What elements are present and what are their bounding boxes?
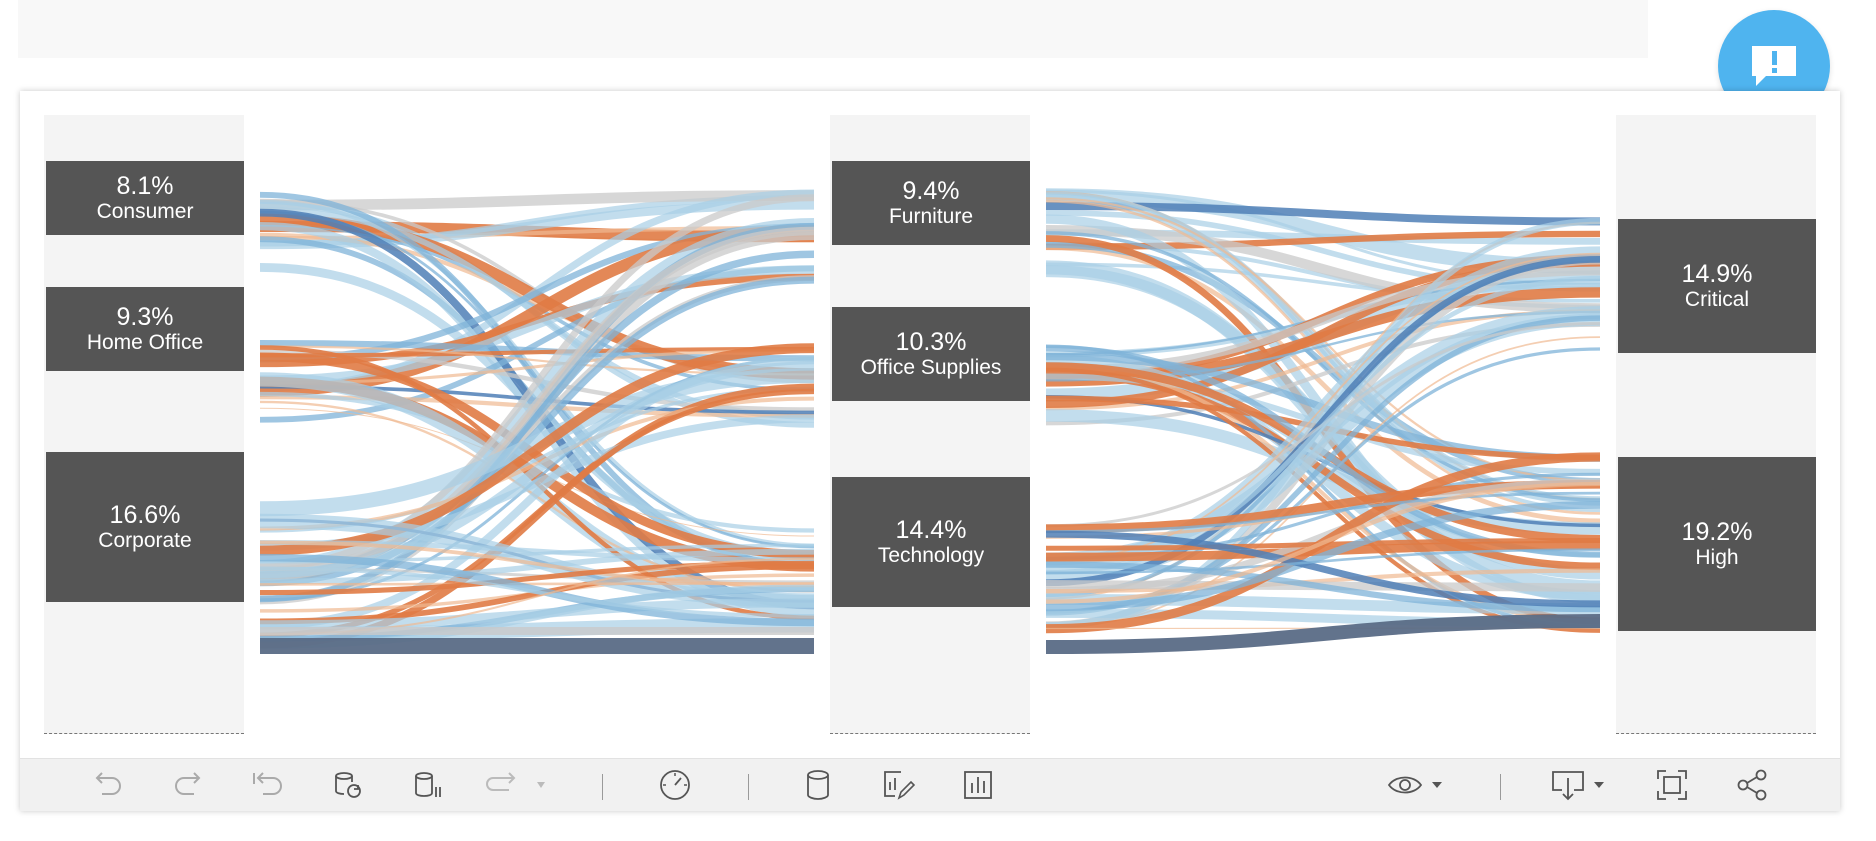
toolbar-separator [748,774,749,800]
node-corporate[interactable]: 16.6% Corporate [46,452,244,602]
flow-ribbon[interactable] [259,199,815,548]
flow-ribbon[interactable] [1045,252,1601,562]
node-percent: 14.4% [895,515,967,544]
toolbar [20,758,1840,811]
toolbar-separator [602,774,603,800]
node-technology[interactable]: 14.4% Technology [832,477,1030,607]
node-percent: 8.1% [116,171,174,200]
node-label: Furniture [888,205,974,229]
flow-ribbon[interactable] [1045,224,1601,314]
flow-ribbon[interactable] [1045,491,1601,534]
metrics-icon [964,771,992,799]
refresh-data-icon [335,772,361,798]
revert-button[interactable] [248,766,288,804]
sankey-ribbons [259,188,1601,655]
data-source-button[interactable] [798,766,838,804]
data-source-icon [807,770,829,800]
node-high[interactable]: 19.2% High [1618,457,1816,631]
flow-ribbon[interactable] [259,213,815,380]
flow-ribbon[interactable] [1045,501,1601,612]
node-percent: 9.3% [116,302,174,331]
flow-ribbon[interactable] [1045,548,1601,575]
view-icon [1387,776,1442,794]
node-label: Corporate [98,529,192,553]
node-label: Technology [877,544,985,568]
edit-worksheet-icon [884,771,915,800]
pause-updates-icon [415,772,441,797]
flow-ribbon[interactable] [1045,540,1601,562]
flow-ribbon[interactable] [259,582,815,586]
node-label: Critical [1684,288,1750,312]
node-label: Consumer [96,200,194,224]
edit-worksheet-button[interactable] [878,766,918,804]
flow-ribbon[interactable] [259,348,815,385]
redo-icon [175,772,201,795]
share-icon [1737,769,1767,801]
flow-ribbon[interactable] [259,225,815,241]
flow-ribbon[interactable] [259,190,815,211]
view-button[interactable] [1384,766,1454,804]
top-banner [18,0,1648,58]
node-percent: 16.6% [109,500,181,529]
flow-ribbon[interactable] [1045,568,1601,594]
flow-ribbon[interactable] [259,346,815,358]
undo-icon [95,772,121,795]
flow-ribbon[interactable] [1045,306,1601,566]
flow-ribbon[interactable] [1045,202,1601,226]
fullscreen-icon [1657,770,1687,800]
undo-button[interactable] [88,766,128,804]
flow-ribbon[interactable] [1045,614,1601,654]
revert-icon [253,772,282,795]
redo-dropdown-button[interactable] [480,766,556,804]
flow-ribbon[interactable] [259,566,815,619]
download-button[interactable] [1548,766,1618,804]
node-percent: 14.9% [1681,259,1753,288]
node-percent: 19.2% [1681,517,1753,546]
node-furniture[interactable]: 9.4% Furniture [832,161,1030,245]
flow-ribbon[interactable] [1045,481,1601,604]
flow-ribbon[interactable] [259,598,815,630]
share-button[interactable] [1730,766,1774,804]
flow-ribbon[interactable] [1045,561,1601,613]
pause-updates-button[interactable] [408,766,448,804]
node-home-office[interactable]: 9.3% Home Office [46,287,244,371]
refresh-data-button[interactable] [328,766,368,804]
flow-ribbon[interactable] [259,553,815,627]
download-icon [1552,771,1604,801]
node-critical[interactable]: 14.9% Critical [1618,219,1816,353]
flow-ribbon[interactable] [259,352,815,559]
performance-icon [660,770,690,800]
flow-ribbon[interactable] [259,560,815,596]
fullscreen-button[interactable] [1650,766,1694,804]
node-office-supplies[interactable]: 10.3% Office Supplies [832,307,1030,401]
flow-ribbon[interactable] [259,226,815,581]
sankey-viz-card: 8.1% Consumer 9.3% Home Office 16.6% Corporat… [20,91,1840,811]
flow-ribbon[interactable] [1045,530,1601,608]
redo-button[interactable] [168,766,208,804]
node-consumer[interactable]: 8.1% Consumer [46,161,244,235]
node-label: Office Supplies [860,356,1002,380]
performance-button[interactable] [654,766,696,804]
flow-ribbon[interactable] [259,343,815,556]
node-percent: 10.3% [895,327,967,356]
toolbar-separator [1500,774,1501,800]
metrics-button[interactable] [958,766,998,804]
node-label: Home Office [86,331,204,355]
flow-ribbon[interactable] [259,513,815,608]
flow-ribbon[interactable] [259,368,815,517]
node-percent: 9.4% [902,176,960,205]
node-label: High [1695,546,1739,570]
redo-dropdown-icon [486,772,545,791]
feedback-exclamation-icon [1752,46,1796,86]
